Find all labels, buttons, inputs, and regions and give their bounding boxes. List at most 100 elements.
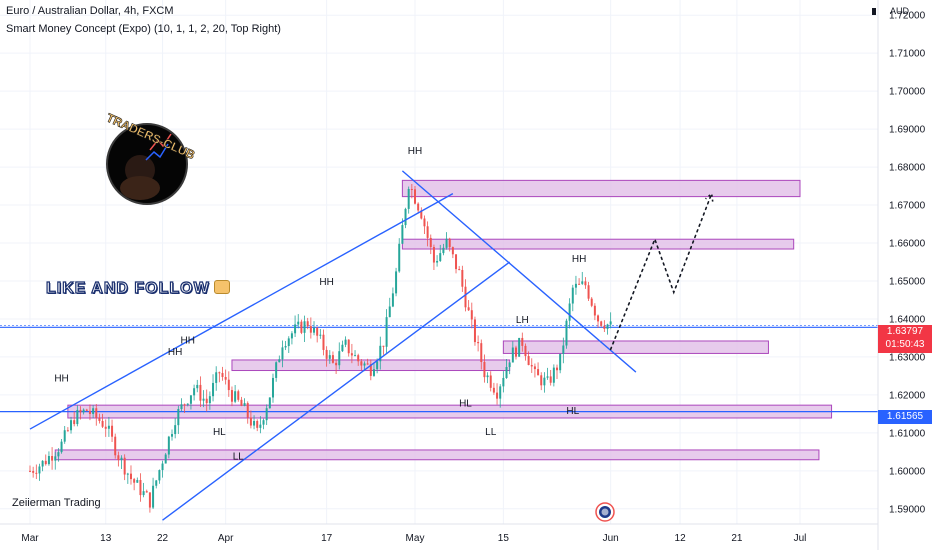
candle-body [287,338,290,347]
structure-label: HH [572,254,586,265]
plot-area[interactable] [0,0,878,524]
candle-body [470,310,473,320]
candle-body [73,420,76,425]
candle-body [281,347,284,360]
candle-body [193,388,196,396]
candle-body [398,243,401,272]
candle-body [177,408,180,426]
candle-body [363,363,366,366]
structure-label: LH [516,315,529,326]
candle-body [325,349,328,359]
price-axis[interactable]: 1.72000 1.71000 1.70000 1.69000 1.68000 1.670… [889,11,926,516]
candle-body [473,319,476,343]
candle-body [518,337,521,357]
candle-body [139,480,142,496]
like-follow-banner: LIKE AND FOLLOW [45,279,230,298]
chart-title: Euro / Australian Dollar, 4h, FXCM [6,5,174,17]
trendline [401,170,637,373]
candle-body [101,420,104,427]
time-tick-label: 17 [321,533,333,544]
time-tick-label: 13 [100,533,112,544]
candle-body [590,298,593,306]
candle-body [262,420,265,425]
price-tick-label: 1.60000 [889,466,926,477]
structure-label: HL [459,398,472,409]
candle-body [574,283,577,288]
candle-body [448,238,451,248]
candle-body [142,491,145,496]
candle-body [221,373,224,377]
candle-body [372,369,375,376]
candle-body [606,324,609,329]
candle-body [552,367,555,383]
price-tick-label: 1.71000 [889,49,926,60]
current-price-value: 1.63797 [886,326,924,337]
price-tick-label: 1.62000 [889,390,926,401]
candle-body [44,460,47,465]
candle-body [180,404,183,409]
time-tick-label: May [406,533,425,544]
candle-body [208,396,211,404]
zone-box [401,238,795,250]
candle-body [224,376,227,380]
candle-body [502,377,505,387]
candle-body [461,269,464,287]
candle-body [464,286,467,308]
candle-body [524,345,527,357]
candle-body [202,398,205,401]
candle-body [581,281,584,284]
candle-body [35,472,38,474]
candle-body [369,363,372,376]
structure-label: HH [54,374,68,385]
candle-body [174,425,177,435]
candle-body [328,355,331,359]
candle-body [354,355,357,357]
indicator-label[interactable]: Smart Money Concept (Expo) (10, 1, 1, 2,… [6,23,281,35]
structure-label: LL [233,451,245,462]
candle-body [253,420,256,426]
candle-body [486,375,489,378]
price-tick-label: 1.65000 [889,276,926,287]
candle-body [527,356,530,366]
time-tick-label: 12 [675,533,687,544]
candle-body [98,417,101,421]
price-tick-label: 1.61000 [889,428,926,439]
candle-body [259,424,262,428]
structure-label: HH [408,146,422,157]
candle-body [167,436,170,455]
structure-label: HH [319,277,333,288]
price-tick-label: 1.69000 [889,125,926,136]
candle-body [243,403,246,406]
candle-body [366,363,369,365]
candle-body [562,345,565,354]
candle-body [445,238,448,248]
candle-body [385,317,388,347]
candle-body [133,479,136,483]
grid [0,0,878,524]
candle-body [556,367,559,371]
candle-body [265,408,268,421]
structure-label: HH [168,347,182,358]
candle-body [240,399,243,406]
candle-body [587,285,590,299]
candle-body [423,218,426,227]
candle-body [426,226,429,238]
candle-body [66,430,69,432]
candle-body [117,455,120,460]
candle-body [316,327,319,336]
candle-body [306,321,309,327]
event-icon[interactable] [595,502,615,522]
candle-body [401,225,404,244]
candle-body [51,456,54,461]
candle-body [436,260,439,263]
price-tick-label: 1.66000 [889,239,926,250]
candle-body [104,426,107,429]
candle-body [597,315,600,322]
candle-body [237,391,240,400]
candle-body [338,351,341,366]
time-axis[interactable]: Mar 13 22 Apr 17 May 15 Jun 12 21 Jul [21,533,806,544]
candle-body [189,395,192,404]
thumbs-up-icon [213,280,230,294]
